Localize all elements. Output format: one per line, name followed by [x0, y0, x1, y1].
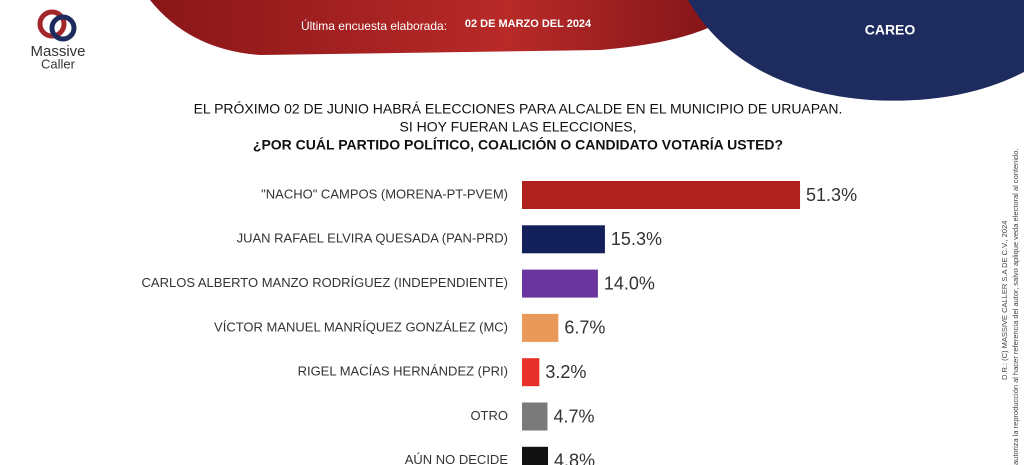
- category-label: "NACHO" CAMPOS (MORENA-PT-PVEM): [261, 186, 508, 201]
- title: ¿POR CUÁL PARTIDO POLÍTICO, COALICIÓN O …: [253, 136, 783, 153]
- section-label: CAREO: [865, 22, 916, 38]
- logo-ring: [37, 9, 67, 39]
- category-label: OTRO: [470, 408, 508, 423]
- subtitle: SI HOY FUERAN LAS ELECCIONES,: [399, 119, 636, 135]
- value-label: 4.7%: [553, 406, 594, 426]
- value-label: 4.8%: [554, 451, 595, 465]
- category-label: RIGEL MACÍAS HERNÁNDEZ (PRI): [298, 364, 508, 379]
- survey-label: Última encuesta elaborada:: [301, 18, 447, 33]
- brand: Caller: [41, 56, 76, 71]
- bar: [522, 402, 548, 431]
- category-label: JUAN RAFAEL ELVIRA QUESADA (PAN-PRD): [237, 231, 508, 246]
- header-band: [150, 0, 745, 55]
- category-label: VÍCTOR MANUEL MANRÍQUEZ GONZÁLEZ (MC): [214, 319, 508, 334]
- subtitle: EL PRÓXIMO 02 DE JUNIO HABRÁ ELECCIONES …: [194, 101, 843, 117]
- category-label: AÚN NO DECIDE: [405, 452, 509, 465]
- value-label: 14.0%: [604, 273, 655, 293]
- bar: [522, 225, 605, 254]
- side-note: autoriza la reproducción al hacer refere…: [1011, 149, 1020, 465]
- side-note: D.R.: (C) MASSIVE CALLER S.A DE C.V., 20…: [1000, 221, 1009, 380]
- logo-ring: [49, 14, 77, 42]
- bar: [522, 181, 801, 209]
- logo: [37, 9, 77, 42]
- value-label: 15.3%: [611, 229, 662, 249]
- value-label: 6.7%: [564, 318, 605, 338]
- category-label: CARLOS ALBERTO MANZO RODRÍGUEZ (INDEPEND…: [142, 275, 508, 290]
- bar: [522, 446, 549, 465]
- bar: [522, 358, 540, 387]
- bar: [522, 313, 559, 342]
- brand: Massive: [30, 43, 85, 60]
- value-label: 51.3%: [806, 185, 857, 205]
- survey-date: 02 DE MARZO DEL 2024: [465, 18, 592, 30]
- value-label: 3.2%: [545, 362, 586, 382]
- header-circle: [688, 0, 1024, 101]
- bar: [522, 269, 598, 298]
